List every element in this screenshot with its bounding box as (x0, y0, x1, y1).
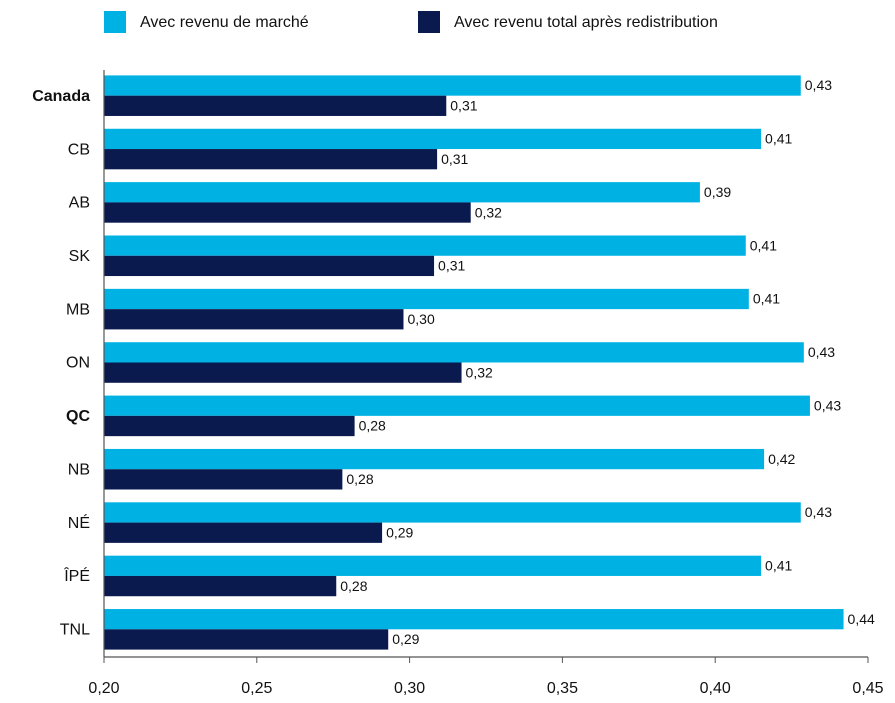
bar (104, 362, 462, 383)
x-tick-label: 0,45 (852, 680, 883, 697)
value-label: 0,41 (765, 131, 792, 147)
bar (104, 342, 804, 363)
legend-label: Avec revenu de marché (140, 14, 309, 31)
value-label: 0,31 (450, 98, 477, 114)
bar (104, 255, 435, 277)
bar (104, 288, 749, 310)
value-label: 0,43 (805, 77, 832, 93)
legend-swatch (418, 11, 440, 33)
value-label: 0,28 (359, 418, 386, 434)
value-label: 0,28 (346, 471, 373, 487)
bar (104, 235, 746, 256)
value-label: 0,41 (750, 237, 777, 253)
x-tick-label: 0,35 (547, 680, 578, 697)
bar (104, 555, 762, 576)
value-label: 0,31 (438, 258, 465, 274)
value-label: 0,32 (466, 364, 493, 380)
bar (104, 309, 404, 330)
bar (104, 128, 762, 150)
value-label: 0,32 (475, 204, 502, 220)
bar (104, 395, 810, 416)
y-tick-label: TNL (60, 622, 90, 639)
value-label: 0,43 (814, 397, 841, 413)
value-label: 0,30 (407, 311, 434, 327)
value-label: 0,29 (386, 524, 413, 540)
y-tick-label: ON (66, 355, 90, 372)
value-label: 0,29 (392, 631, 419, 647)
value-label: 0,43 (808, 344, 835, 360)
bar (104, 575, 337, 597)
y-tick-label: QC (66, 408, 90, 425)
y-tick-label: Canada (32, 88, 90, 105)
bar (104, 95, 447, 116)
y-tick-label: NÉ (68, 513, 90, 532)
bar (104, 522, 383, 543)
y-tick-label: SK (69, 248, 91, 265)
x-tick-label: 0,30 (394, 680, 425, 697)
bar (104, 415, 355, 437)
value-label: 0,42 (768, 451, 795, 467)
value-label: 0,39 (704, 184, 731, 200)
legend-label: Avec revenu total après redistribution (454, 14, 718, 31)
bar (104, 629, 389, 650)
y-tick-label: NB (68, 461, 90, 478)
y-tick-label: MB (66, 301, 90, 318)
legend-swatch (104, 11, 126, 33)
bar (104, 469, 343, 490)
bar (104, 75, 801, 96)
y-tick-label: AB (69, 195, 90, 212)
bar (104, 149, 438, 170)
bar (104, 202, 471, 223)
value-label: 0,41 (753, 291, 780, 307)
y-tick-label: CB (68, 141, 90, 158)
y-tick-label: ÎPÉ (63, 566, 90, 585)
value-label: 0,43 (805, 504, 832, 520)
x-tick-label: 0,40 (700, 680, 731, 697)
value-label: 0,28 (340, 578, 367, 594)
bar (104, 502, 801, 523)
bar (104, 609, 844, 630)
value-label: 0,41 (765, 558, 792, 574)
bar (104, 448, 765, 470)
bar (104, 182, 700, 203)
value-label: 0,44 (848, 611, 875, 627)
x-tick-label: 0,25 (241, 680, 272, 697)
x-tick-label: 0,20 (88, 680, 119, 697)
value-label: 0,31 (441, 151, 468, 167)
